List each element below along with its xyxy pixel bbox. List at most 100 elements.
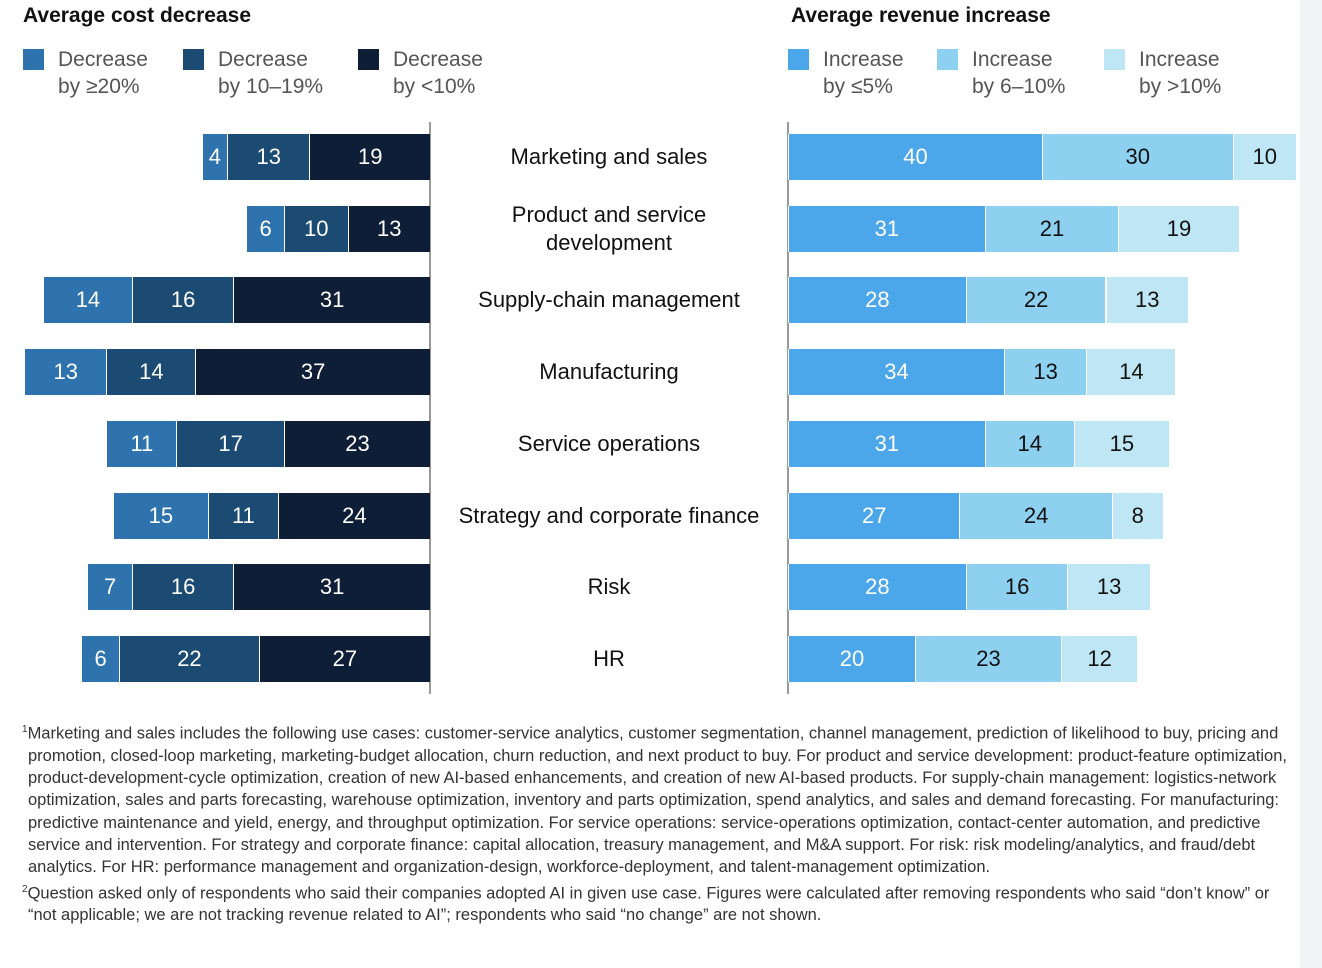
category-label-line: Strategy and corporate finance (458, 502, 760, 528)
cost-bar-segment: 6 (81, 635, 120, 682)
legend-swatch (788, 49, 809, 70)
revenue-bar-segment: 20 (788, 635, 915, 682)
footnotes: 1Marketing and sales includes the follow… (22, 719, 1292, 927)
cost-bar-segment: 14 (43, 277, 132, 324)
category-label-line: development (546, 229, 672, 255)
cost-bar-segment: 13 (24, 349, 107, 396)
cost-bar-segment: 15 (112, 492, 208, 539)
cost-bar-segment: 37 (195, 349, 430, 396)
category-label: Manufacturing (433, 358, 785, 386)
revenue-bar-segment: 13 (1003, 349, 1087, 396)
cost-bar-segment: 13 (227, 134, 310, 180)
cost-bar-segment: 13 (347, 205, 430, 252)
cost-bar-segment: 19 (309, 134, 430, 180)
revenue-bar-segment: 31 (788, 205, 985, 252)
legend-label-line: by 10–19% (218, 75, 324, 98)
revenue-bar-segment: 22 (965, 277, 1106, 324)
category-label: Product and service development (433, 201, 785, 257)
category-label-line: Product and service (511, 201, 707, 227)
revenue-bar-segment: 27 (788, 492, 960, 539)
category-label: Risk (433, 573, 785, 601)
cost-bar-segment: 10 (284, 205, 348, 252)
cost-bar-segment: 11 (106, 420, 177, 467)
legend-label-line: by 6–10% (972, 75, 1066, 98)
category-label-line: Marketing and sales (510, 144, 708, 169)
revenue-bar-segment: 14 (1086, 349, 1176, 396)
cost-bar-segment: 16 (131, 277, 234, 324)
cost-bar-segment: 16 (131, 564, 234, 611)
legend-label-line: Increase (823, 48, 904, 71)
cost-bar-segment: 23 (284, 420, 430, 467)
cost-bar-segment: 27 (258, 635, 430, 682)
revenue-bar-segment: 30 (1042, 134, 1233, 180)
revenue-bar-segment: 31 (788, 420, 985, 467)
footnote-1: 1Marketing and sales includes the follow… (22, 719, 1292, 879)
legend-label: Increase by ≤5% (823, 46, 904, 100)
legend-label-line: Decrease (58, 48, 148, 71)
footnote-2: 2Question asked only of respondents who … (22, 879, 1292, 927)
cost-bar-segment: 22 (119, 635, 259, 682)
legend-swatch (358, 49, 379, 70)
legend-label: Decrease by ≥20% (58, 46, 148, 100)
revenue-bar-segment: 14 (984, 420, 1074, 467)
category-label: Marketing and sales (433, 143, 785, 171)
legend-label-line: by ≤5% (823, 75, 893, 98)
category-label-line: HR (593, 645, 625, 671)
cost-bar-segment: 31 (233, 277, 430, 324)
revenue-bar-segment: 13 (1067, 564, 1150, 611)
cost-bar-segment: 11 (207, 492, 278, 539)
category-label-line: Service operations (517, 430, 701, 456)
category-label: Strategy and corporate finance (433, 502, 785, 530)
revenue-bar-segment: 15 (1073, 420, 1169, 467)
revenue-bar-segment: 12 (1061, 635, 1138, 682)
cost-bar-segment: 4 (201, 134, 227, 180)
legend-label: Increase by >10% (1139, 46, 1221, 100)
revenue-bar-segment: 40 (788, 134, 1042, 180)
revenue-bar-segment: 34 (788, 349, 1004, 396)
legend-label-line: Increase (1139, 48, 1220, 71)
legend-swatch (183, 49, 204, 70)
category-label-line: Risk (587, 574, 631, 600)
revenue-bar-segment: 28 (788, 277, 966, 324)
legend-swatch (23, 49, 44, 70)
legend-label: Decrease by <10% (393, 46, 483, 100)
category-label: Supply-chain management (433, 286, 785, 314)
legend-label-line: Increase (972, 48, 1053, 71)
revenue-bar-segment: 28 (788, 564, 966, 611)
cost-axis-line (429, 122, 431, 694)
cost-bar-segment: 24 (277, 492, 430, 539)
revenue-chart-title: Average revenue increase (791, 4, 1051, 27)
revenue-bar-segment: 21 (984, 205, 1119, 252)
revenue-bar-segment: 8 (1111, 492, 1163, 539)
legend-label-line: by >10% (1139, 75, 1222, 98)
cost-bar-segment: 7 (87, 564, 132, 611)
revenue-axis-line (787, 122, 789, 694)
legend-label-line: Decrease (393, 48, 483, 71)
category-label-line: Supply-chain management (478, 287, 740, 313)
revenue-bar-segment: 24 (959, 492, 1112, 539)
cost-bar-segment: 6 (246, 205, 285, 252)
cost-chart-title: Average cost decrease (23, 4, 252, 27)
cost-bar-segment: 31 (233, 564, 430, 611)
category-label: HR (433, 645, 785, 673)
revenue-bar-segment: 16 (965, 564, 1068, 611)
category-label: Service operations (433, 430, 785, 458)
legend-swatch (1104, 49, 1125, 70)
footnote-mark: 2 (22, 883, 28, 895)
legend-label: Decrease by 10–19% (218, 46, 323, 100)
legend-label-line: by <10% (393, 75, 476, 98)
footnote-text: Marketing and sales includes the followi… (27, 724, 1287, 877)
revenue-bar-segment: 23 (915, 635, 1062, 682)
revenue-bar-segment: 19 (1118, 205, 1239, 252)
revenue-bar-segment: 13 (1105, 277, 1189, 324)
cost-bar-segment: 14 (106, 349, 196, 396)
footnote-mark: 1 (22, 724, 28, 735)
legend-swatch (937, 49, 958, 70)
revenue-bar-segment: 10 (1232, 134, 1296, 180)
legend-label: Increase by 6–10% (972, 46, 1065, 100)
cost-bar-segment: 17 (176, 420, 285, 467)
footnote-text: Question asked only of respondents who s… (27, 884, 1270, 925)
legend-label-line: by ≥20% (58, 75, 140, 98)
legend-label-line: Decrease (218, 48, 308, 71)
